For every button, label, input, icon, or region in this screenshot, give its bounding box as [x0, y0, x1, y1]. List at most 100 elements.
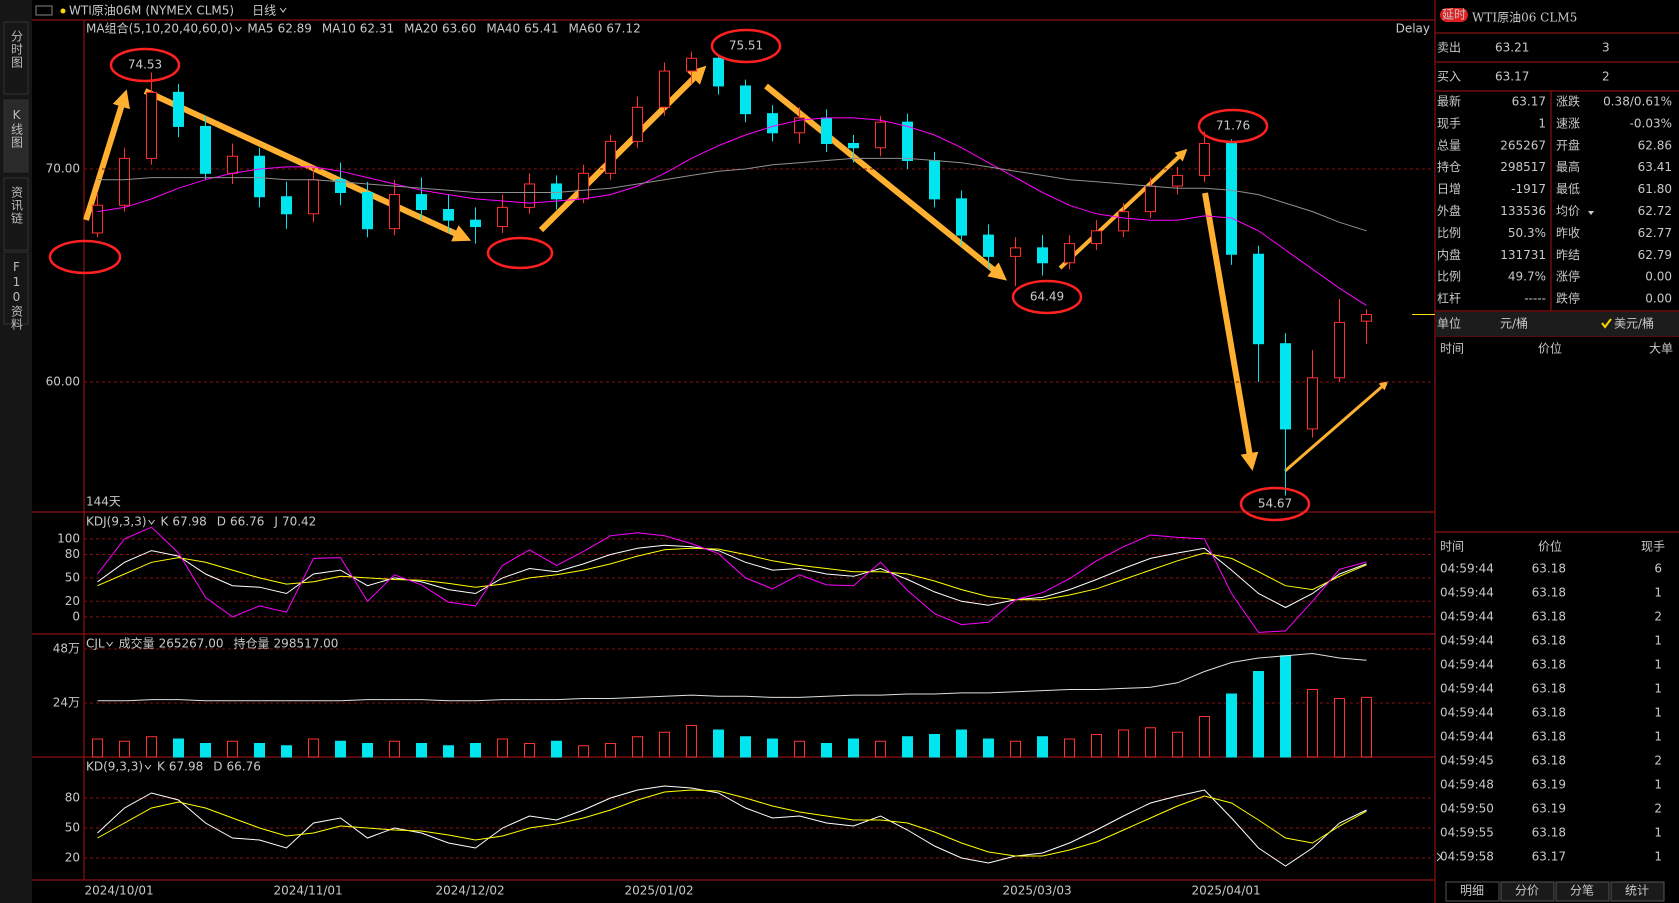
- y-tick-label: 50: [65, 570, 80, 584]
- candle-body: [1172, 174, 1183, 187]
- panel-tab[interactable]: [1500, 881, 1555, 902]
- legend-name: MA60: [569, 22, 603, 36]
- unit-option[interactable]: 元/桶: [1500, 316, 1528, 331]
- quote-value: 133536: [1500, 204, 1546, 218]
- circle-marker: [48, 239, 122, 275]
- candle-body: [713, 57, 724, 87]
- candle-body: [767, 113, 778, 134]
- trade-price: 63.18: [1532, 610, 1566, 624]
- panel-tab-label[interactable]: 分价: [1515, 884, 1539, 898]
- trade-time: 04:59:44: [1440, 706, 1494, 720]
- sidebar-tab[interactable]: [3, 21, 29, 95]
- cursor-mark: [1436, 852, 1442, 862]
- candle-body: [875, 121, 886, 149]
- sidebar-tab-label[interactable]: K线图: [10, 108, 24, 149]
- trade-time: 04:59:44: [1440, 658, 1494, 672]
- x-tick-label: 2024/11/01: [274, 884, 343, 898]
- legend-value: 67.98: [169, 760, 203, 774]
- panel-tab-label[interactable]: 分笔: [1570, 883, 1594, 898]
- volume-bar: [875, 740, 886, 758]
- panel-tab[interactable]: [1445, 881, 1500, 902]
- trade-qty: 2: [1654, 610, 1662, 624]
- period-selector[interactable]: 日线: [252, 4, 276, 18]
- legend-value: 65.41: [524, 22, 558, 36]
- panel-tab[interactable]: [1610, 881, 1665, 902]
- legend-value: 70.42: [282, 515, 316, 529]
- sidebar-tab-label[interactable]: 资讯链: [10, 186, 24, 225]
- legend-value: 66.76: [230, 515, 264, 529]
- volume-bar: [1010, 740, 1021, 758]
- delay-flag: Delay: [1396, 22, 1430, 36]
- dropdown-caret: [279, 7, 287, 13]
- candle-body: [956, 198, 967, 236]
- toolbar-text: M: [131, 4, 141, 18]
- trade-price: 63.18: [1532, 634, 1566, 648]
- volume-bar: [1172, 731, 1183, 758]
- circle-marker: [1197, 108, 1269, 144]
- legend-name: MA40: [486, 22, 520, 36]
- candle-body: [362, 191, 373, 230]
- trade-qty: 1: [1654, 682, 1662, 696]
- trade-qty: 1: [1654, 778, 1662, 792]
- candle-body: [1118, 211, 1129, 232]
- y-tick-label: 20: [65, 594, 80, 608]
- annotation-arrows: [48, 65, 1389, 473]
- panel-tab-label[interactable]: 统计: [1625, 884, 1649, 898]
- trade-qty: 1: [1654, 658, 1662, 672]
- candle-body: [821, 117, 832, 144]
- candle-body: [389, 194, 400, 230]
- sidebar-tab[interactable]: [3, 251, 29, 325]
- toolbar-text: (NYMEX CLM5): [145, 4, 234, 18]
- trade-header: 时间: [1440, 540, 1464, 554]
- check-mark: [1601, 318, 1612, 329]
- circle-marker: [1011, 279, 1083, 315]
- x-tick-label: 2024/10/01: [85, 884, 154, 898]
- unit-row: [1436, 312, 1679, 336]
- dropdown-caret: [148, 519, 155, 525]
- trade-time: 04:59:55: [1440, 826, 1494, 840]
- order-label: 卖出: [1437, 41, 1461, 55]
- volume-bar: [1091, 734, 1102, 758]
- sidebar-tab[interactable]: [3, 99, 29, 173]
- candle-body: [686, 57, 697, 72]
- candle-body: [740, 85, 751, 115]
- quote-value: 298517: [1500, 160, 1546, 174]
- trade-qty: 1: [1654, 730, 1662, 744]
- quote-value: 0.00: [1645, 270, 1672, 284]
- candle-body: [983, 234, 994, 257]
- x-tick-label: 2025/04/01: [1192, 884, 1261, 898]
- unit-option[interactable]: 美元/桶: [1614, 316, 1654, 331]
- quote-label: 比例: [1437, 226, 1461, 240]
- legend-value: 67.12: [606, 22, 640, 36]
- quote-value: -----: [1524, 292, 1546, 306]
- trade-time: 04:59:44: [1440, 730, 1494, 744]
- panel-tab-label[interactable]: 明细: [1460, 884, 1484, 898]
- circle-marker: [1239, 486, 1311, 522]
- candle-body: [1253, 253, 1264, 345]
- trade-price: 63.18: [1532, 562, 1566, 576]
- candle-body: [1199, 142, 1210, 176]
- sidebar-tab[interactable]: [3, 177, 29, 251]
- quote-label: 最低: [1556, 182, 1580, 196]
- arrow: [1058, 148, 1188, 270]
- annotation-label: 74.53: [128, 58, 162, 72]
- volume-bar: [173, 738, 184, 758]
- circle-marker: [486, 236, 554, 270]
- quote-value: 62.86: [1638, 138, 1672, 152]
- candle-body: [1361, 314, 1372, 322]
- sidebar-tab-label[interactable]: F10资料: [10, 260, 24, 331]
- trade-time: 04:59:45: [1440, 754, 1494, 768]
- volume-bar: [119, 740, 130, 758]
- quote-label: 均价: [1556, 204, 1580, 218]
- candle-body: [416, 194, 427, 211]
- quote-label: 持仓: [1437, 159, 1461, 174]
- trade-qty: 1: [1654, 850, 1662, 864]
- panel-tab[interactable]: [1555, 881, 1610, 902]
- candle-body: [1037, 247, 1048, 264]
- sidebar-tab-label[interactable]: 分时图: [10, 30, 24, 69]
- arrow: [1202, 192, 1259, 471]
- quote-value: 0.00: [1645, 292, 1672, 306]
- candle-body: [335, 179, 346, 193]
